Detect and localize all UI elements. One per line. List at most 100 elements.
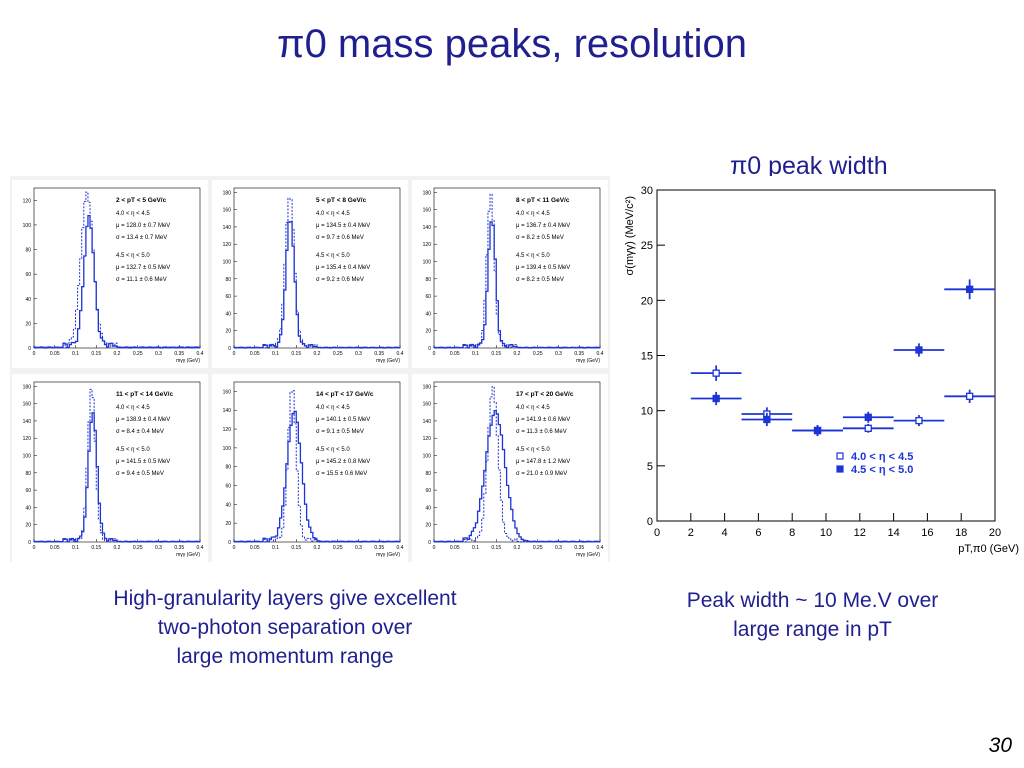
- y-tick-label: 140: [423, 419, 432, 425]
- y-tick-label: 180: [423, 384, 432, 390]
- plot-frame: [656, 189, 996, 522]
- panel-fit-line: σ = 8.4 ± 0.4 MeV: [116, 429, 164, 435]
- x-tick-label: 0.25: [533, 545, 543, 551]
- x-axis-label: mγγ (GeV): [176, 358, 200, 364]
- x-tick-label: 0.2: [114, 545, 121, 551]
- y-tick-label: 15: [641, 351, 653, 363]
- x-tick-label: 0.35: [174, 545, 184, 551]
- panel-fit-line: 4.5 < η < 5.0: [516, 253, 550, 259]
- x-tick-label: 0.2: [314, 545, 321, 551]
- x-tick-label: 0.2: [514, 351, 521, 357]
- y-tick-label: 5: [647, 461, 653, 473]
- histogram-grid: 0 0.05 0.1 0.15 0.2 0.25 0.3 0.35 0.4 mγγ (GeV) 0 2…: [10, 176, 610, 562]
- histogram-solid: [33, 214, 201, 349]
- x-tick-label: 0.05: [250, 351, 260, 357]
- x-tick-label: 0: [33, 351, 36, 357]
- panel-fit-line: σ = 21.0 ± 0.9 MeV: [516, 471, 567, 477]
- x-tick-label: 0.05: [50, 545, 60, 551]
- panel-fit-line: μ = 145.2 ± 0.8 MeV: [316, 459, 370, 465]
- y-tick-label: 0: [228, 540, 231, 546]
- y-tick-label: 100: [423, 454, 432, 460]
- page-number: 30: [988, 734, 1012, 757]
- y-tick-label: 40: [225, 311, 231, 317]
- y-tick-label: 80: [225, 277, 231, 283]
- x-tick-label: 0.25: [133, 351, 143, 357]
- x-tick-label: 0.3: [555, 351, 562, 357]
- histogram-solid: [33, 412, 201, 543]
- panel-background: [412, 374, 608, 562]
- y-tick-label: 60: [425, 294, 431, 300]
- x-tick-label: 0.35: [574, 351, 584, 357]
- panel-fit-line: μ = 132.7 ± 0.5 MeV: [116, 265, 170, 271]
- panel-pt-label: 11 < pT < 14 GeV/c: [116, 391, 173, 398]
- x-tick-label: 18: [955, 527, 967, 539]
- x-axis-label: mγγ (GeV): [376, 552, 400, 558]
- panel-pt-label: 14 < pT < 17 GeV/c: [316, 391, 374, 398]
- caption-left-line-3: large momentum range: [176, 645, 394, 668]
- x-tick-label: 0.4: [397, 351, 404, 357]
- panel-background: [12, 374, 208, 562]
- x-tick-label: 0.25: [333, 545, 343, 551]
- y-tick-label: 0: [28, 540, 31, 546]
- x-tick-label: 0.05: [50, 351, 60, 357]
- x-tick-label: 0: [433, 351, 436, 357]
- y-tick-label: 160: [23, 402, 32, 408]
- panel-background: [12, 180, 208, 368]
- plot-subtitle: π0 peak width: [730, 152, 888, 180]
- x-tick-label: 0: [233, 351, 236, 357]
- y-tick-label: 0: [428, 540, 431, 546]
- histogram-solid: [233, 410, 401, 543]
- y-tick-label: 40: [425, 311, 431, 317]
- panel-fit-line: 4.0 < η < 4.5: [116, 405, 150, 411]
- y-tick-label: 20: [25, 321, 31, 327]
- y-tick-label: 120: [423, 436, 432, 442]
- peak-width-plot: 0 2 4 6 8 10 12 14 16 18 20 0 5 10 15 20 25 30 pT,π0 (GeV)…: [617, 176, 1022, 566]
- legend-label: 4.0 < η < 4.5: [851, 451, 913, 463]
- data-point: [864, 424, 872, 432]
- x-tick-label: 0.3: [355, 351, 362, 357]
- y-tick-label: 120: [223, 427, 232, 433]
- y-tick-label: 20: [225, 329, 231, 335]
- panel-fit-line: μ = 141.9 ± 0.6 MeV: [516, 417, 570, 423]
- histogram-solid: [233, 221, 401, 349]
- caption-left: High-granularity layers give excellent t…: [50, 584, 520, 671]
- panel-fit-line: σ = 15.5 ± 0.6 MeV: [316, 471, 367, 477]
- y-tick-label: 140: [23, 419, 32, 425]
- x-tick-label: 0: [233, 545, 236, 551]
- x-tick-label: 6: [755, 527, 761, 539]
- panel-fit-line: 4.0 < η < 4.5: [316, 211, 350, 217]
- x-tick-label: 16: [921, 527, 933, 539]
- histogram-solid: [433, 221, 601, 349]
- y-tick-label: 120: [23, 198, 32, 204]
- x-axis-label: mγγ (GeV): [376, 358, 400, 364]
- x-tick-label: 10: [820, 527, 832, 539]
- y-tick-label: 80: [425, 471, 431, 477]
- y-tick-label: 30: [641, 185, 653, 197]
- series-filled-squares: [690, 279, 995, 437]
- y-tick-label: 60: [25, 272, 31, 278]
- x-axis-label: mγγ (GeV): [576, 552, 600, 558]
- panel-fit-line: 4.0 < η < 4.5: [116, 211, 150, 217]
- y-tick-label: 140: [423, 225, 432, 231]
- x-tick-label: 0.25: [533, 351, 543, 357]
- panel-fit-line: σ = 9.4 ± 0.5 MeV: [116, 471, 164, 477]
- caption-right-line-1: Peak width ~ 10 Me.V over: [686, 589, 939, 612]
- y-tick-label: 160: [223, 389, 232, 395]
- y-tick-label: 100: [223, 260, 232, 266]
- y-tick-label: 40: [25, 505, 31, 511]
- y-tick-label: 25: [641, 240, 653, 252]
- data-point: [965, 285, 974, 293]
- x-tick-label: 0.1: [472, 545, 479, 551]
- y-tick-label: 80: [25, 471, 31, 477]
- x-tick-label: 0.25: [133, 545, 143, 551]
- panel-fit-line: μ = 128.0 ± 0.7 MeV: [116, 223, 170, 229]
- panel-fit-line: μ = 139.4 ± 0.5 MeV: [516, 265, 570, 271]
- x-tick-label: 0.25: [333, 351, 343, 357]
- data-point: [712, 394, 720, 403]
- panel-fit-line: σ = 9.7 ± 0.6 MeV: [316, 235, 364, 241]
- x-tick-label: 0.05: [250, 545, 260, 551]
